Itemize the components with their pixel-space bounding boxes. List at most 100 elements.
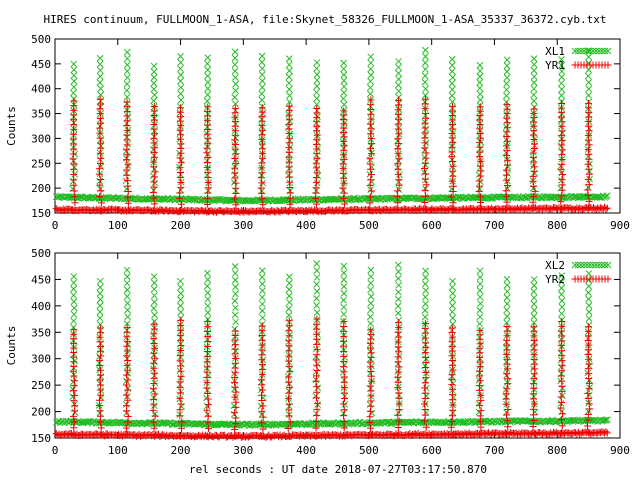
data-point — [177, 424, 185, 432]
data-point — [421, 417, 429, 425]
data-point — [123, 98, 131, 106]
data-point — [204, 168, 212, 176]
data-point — [584, 410, 592, 418]
data-point — [211, 421, 219, 429]
data-point — [204, 418, 212, 426]
data-point — [231, 195, 239, 203]
x-tick-label: 400 — [296, 444, 316, 457]
data-point — [531, 193, 538, 201]
data-point — [395, 96, 403, 104]
data-point — [592, 261, 600, 269]
data-point — [503, 74, 511, 81]
data-point — [584, 416, 592, 424]
data-point — [395, 409, 402, 416]
data-point — [530, 91, 538, 99]
data-point — [69, 378, 77, 386]
data-point — [231, 67, 239, 75]
data-point — [580, 261, 588, 269]
data-point — [340, 95, 347, 102]
data-point — [259, 413, 267, 421]
data-point — [366, 401, 374, 408]
data-point — [177, 367, 185, 375]
data-point — [340, 368, 348, 376]
data-point — [313, 346, 321, 354]
data-point — [448, 308, 456, 316]
data-point — [395, 87, 402, 95]
data-point — [395, 268, 402, 276]
data-point — [423, 392, 430, 400]
data-point — [177, 77, 184, 85]
data-point — [150, 97, 158, 105]
y-tick-label: 300 — [31, 132, 51, 145]
data-point — [123, 122, 131, 130]
data-point — [558, 278, 565, 286]
data-point — [312, 424, 320, 432]
data-point — [394, 353, 402, 361]
data-point — [339, 206, 347, 214]
data-point — [340, 296, 347, 304]
data-point — [475, 376, 483, 384]
data-point — [284, 424, 292, 432]
data-point — [366, 358, 374, 366]
data-point — [530, 300, 538, 308]
data-point — [275, 197, 282, 205]
y-tick-label: 350 — [31, 108, 51, 121]
data-point — [503, 281, 511, 289]
data-point — [502, 129, 510, 137]
data-point — [232, 318, 240, 326]
data-point — [97, 91, 105, 99]
data-point — [176, 412, 184, 420]
data-point — [448, 67, 456, 75]
data-point — [503, 417, 511, 425]
data-point — [420, 400, 428, 408]
data-point — [313, 105, 321, 113]
data-point — [449, 356, 457, 364]
data-point — [449, 110, 457, 118]
data-point — [285, 124, 292, 131]
data-point — [476, 280, 484, 288]
data-point — [124, 206, 132, 214]
data-point — [96, 290, 104, 297]
data-point — [150, 134, 158, 142]
data-point — [340, 89, 348, 96]
data-point — [123, 286, 131, 294]
data-point — [96, 321, 104, 328]
data-point — [257, 419, 265, 427]
data-point — [395, 186, 403, 194]
panel-1: 150 200 250 300 350 400 450 500 0 100 200 300 400 500… — [5, 33, 630, 232]
data-point — [339, 160, 347, 168]
data-point — [313, 288, 321, 295]
data-point — [530, 105, 538, 113]
data-point — [421, 363, 429, 371]
data-point — [204, 189, 212, 197]
data-point — [422, 206, 430, 214]
data-point — [340, 412, 348, 420]
data-point — [123, 126, 131, 134]
data-point — [151, 179, 159, 187]
data-point — [313, 71, 321, 78]
data-point — [176, 126, 184, 134]
y-tick-label: 200 — [31, 406, 51, 419]
data-point — [367, 125, 375, 133]
data-point — [259, 77, 266, 85]
data-point — [449, 73, 457, 81]
data-point — [340, 318, 348, 326]
data-point — [421, 389, 429, 397]
data-point — [97, 296, 104, 303]
data-point — [448, 129, 456, 137]
data-point — [285, 305, 293, 313]
x-tick-label: 300 — [233, 444, 253, 457]
data-point — [176, 367, 184, 375]
data-point — [232, 304, 239, 312]
data-point — [71, 402, 79, 410]
data-point — [258, 273, 266, 281]
data-point — [231, 104, 239, 112]
data-point — [151, 168, 159, 176]
y-tick-label: 400 — [31, 83, 51, 96]
data-point — [312, 174, 320, 182]
data-point — [203, 97, 211, 105]
data-point — [203, 130, 211, 137]
data-point — [476, 61, 484, 69]
data-point — [204, 60, 211, 68]
data-point — [231, 155, 239, 163]
